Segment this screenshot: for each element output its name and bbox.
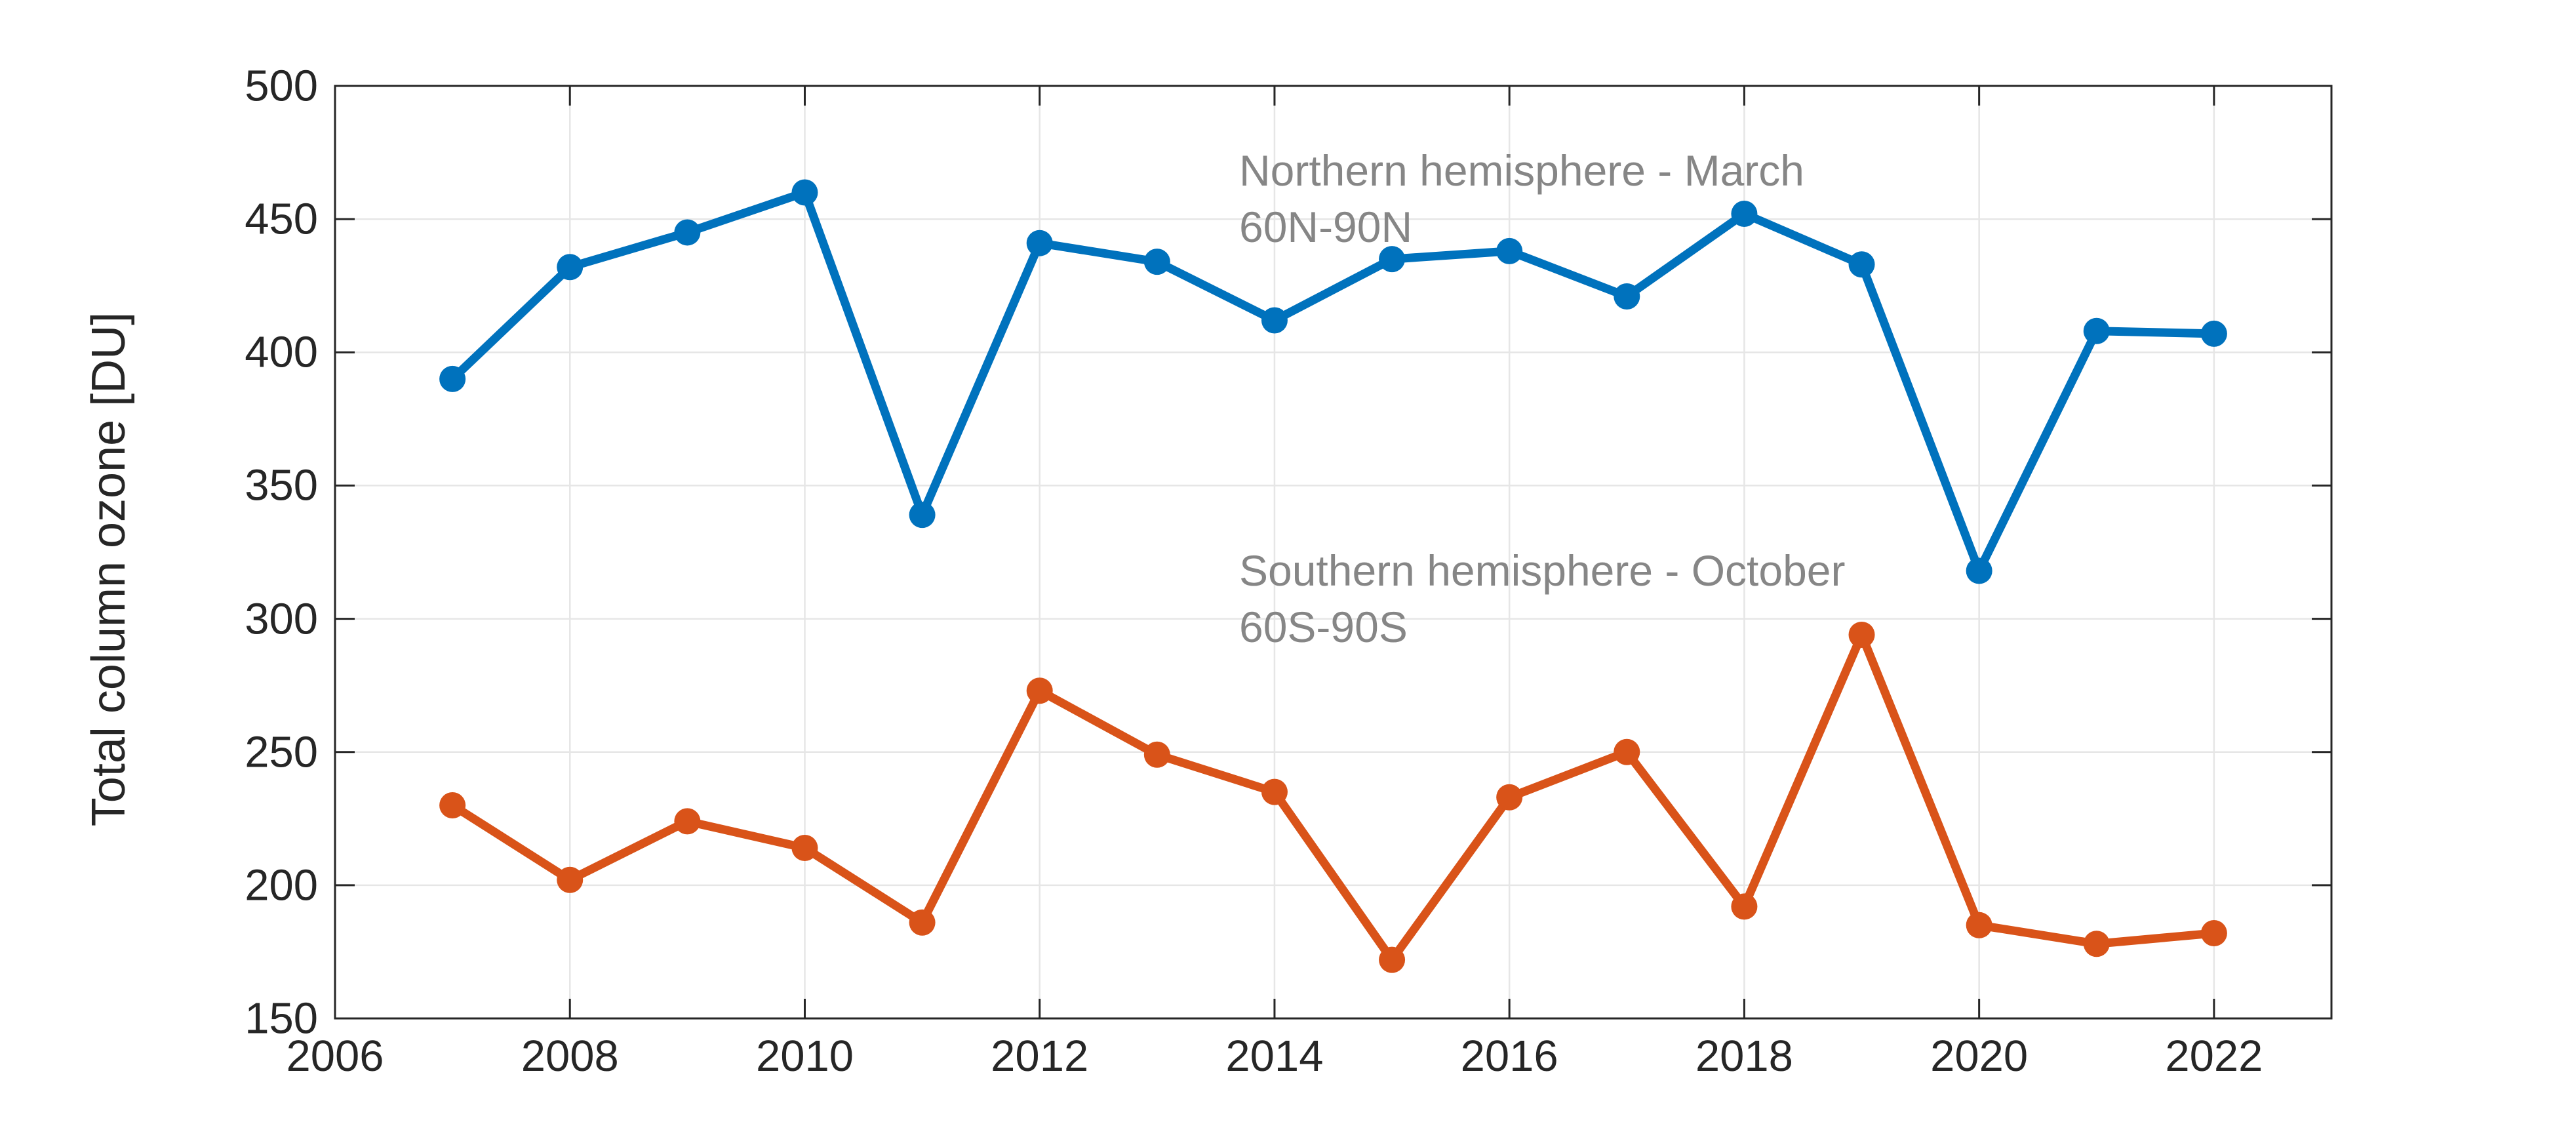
data-point-marker [1261, 778, 1288, 805]
y-axis-title: Total column ozone [DU] [83, 311, 135, 827]
data-point-marker [2083, 931, 2110, 957]
data-point-marker [1966, 912, 1992, 938]
data-point-marker [1731, 893, 1758, 920]
data-point-marker [439, 365, 466, 392]
y-tick-label: 150 [245, 994, 318, 1043]
series-line [450, 630, 2215, 965]
x-tick-label: 2018 [1695, 1032, 1793, 1081]
annotation-northern-line1: Northern hemisphere - March [1239, 146, 1804, 195]
data-point-marker [439, 792, 466, 818]
data-point-marker [1614, 738, 1640, 765]
data-point-marker [557, 866, 584, 893]
data-point-marker [1848, 621, 1875, 648]
data-point-marker [1143, 249, 1170, 275]
data-point-marker [1496, 237, 1523, 264]
x-tick-label: 2012 [991, 1032, 1089, 1081]
annotation-southern-line1: Southern hemisphere - October [1239, 546, 1846, 595]
x-tick-label: 2014 [1225, 1032, 1324, 1081]
data-point-marker [1966, 557, 1992, 584]
y-tick-label: 250 [245, 727, 318, 777]
x-tick-label: 2016 [1460, 1032, 1558, 1081]
y-tick-label: 350 [245, 460, 318, 510]
axes-box [334, 85, 2333, 1020]
data-point-marker [1026, 677, 1053, 704]
series-line [449, 188, 2215, 575]
series-southern-hemisphere [439, 621, 2227, 973]
y-tick-label: 200 [245, 860, 318, 910]
y-tick-label: 300 [245, 594, 318, 644]
data-point-marker [2200, 919, 2227, 946]
x-tick-label: 2022 [2165, 1032, 2263, 1081]
data-point-marker [1143, 741, 1170, 768]
annotation-northern-hemisphere: Northern hemisphere - March 60N-90N [1239, 142, 1804, 255]
data-point-marker [1379, 246, 1406, 273]
data-point-marker [791, 834, 818, 861]
data-point-marker [1848, 251, 1875, 278]
annotation-southern-line2: 60S-90S [1239, 603, 1408, 651]
data-point-marker [674, 808, 701, 835]
data-point-marker [2083, 317, 2110, 344]
annotation-southern-hemisphere: Southern hemisphere - October 60S-90S [1239, 542, 1845, 655]
x-tick-label: 2020 [1930, 1032, 2029, 1081]
data-point-marker [1026, 230, 1053, 256]
series-northern-hemisphere [439, 179, 2227, 584]
x-tick-label: 2010 [755, 1032, 854, 1081]
data-point-marker [909, 909, 936, 936]
data-point-marker [557, 254, 584, 281]
x-tick-label: 2008 [521, 1032, 619, 1081]
y-tick-label: 450 [245, 194, 318, 244]
data-point-marker [1731, 201, 1758, 228]
data-point-marker [1496, 784, 1523, 811]
data-point-marker [674, 219, 701, 246]
annotation-northern-line2: 60N-90N [1239, 203, 1413, 251]
data-point-marker [1379, 946, 1406, 973]
data-point-marker [1261, 307, 1288, 334]
x-tick-label: 2006 [286, 1032, 384, 1081]
data-point-marker [791, 179, 818, 206]
data-point-marker [2200, 320, 2227, 347]
data-point-marker [909, 502, 936, 529]
data-point-marker [1614, 283, 1640, 310]
y-tick-label: 400 [245, 327, 318, 377]
y-tick-label: 500 [245, 61, 318, 111]
